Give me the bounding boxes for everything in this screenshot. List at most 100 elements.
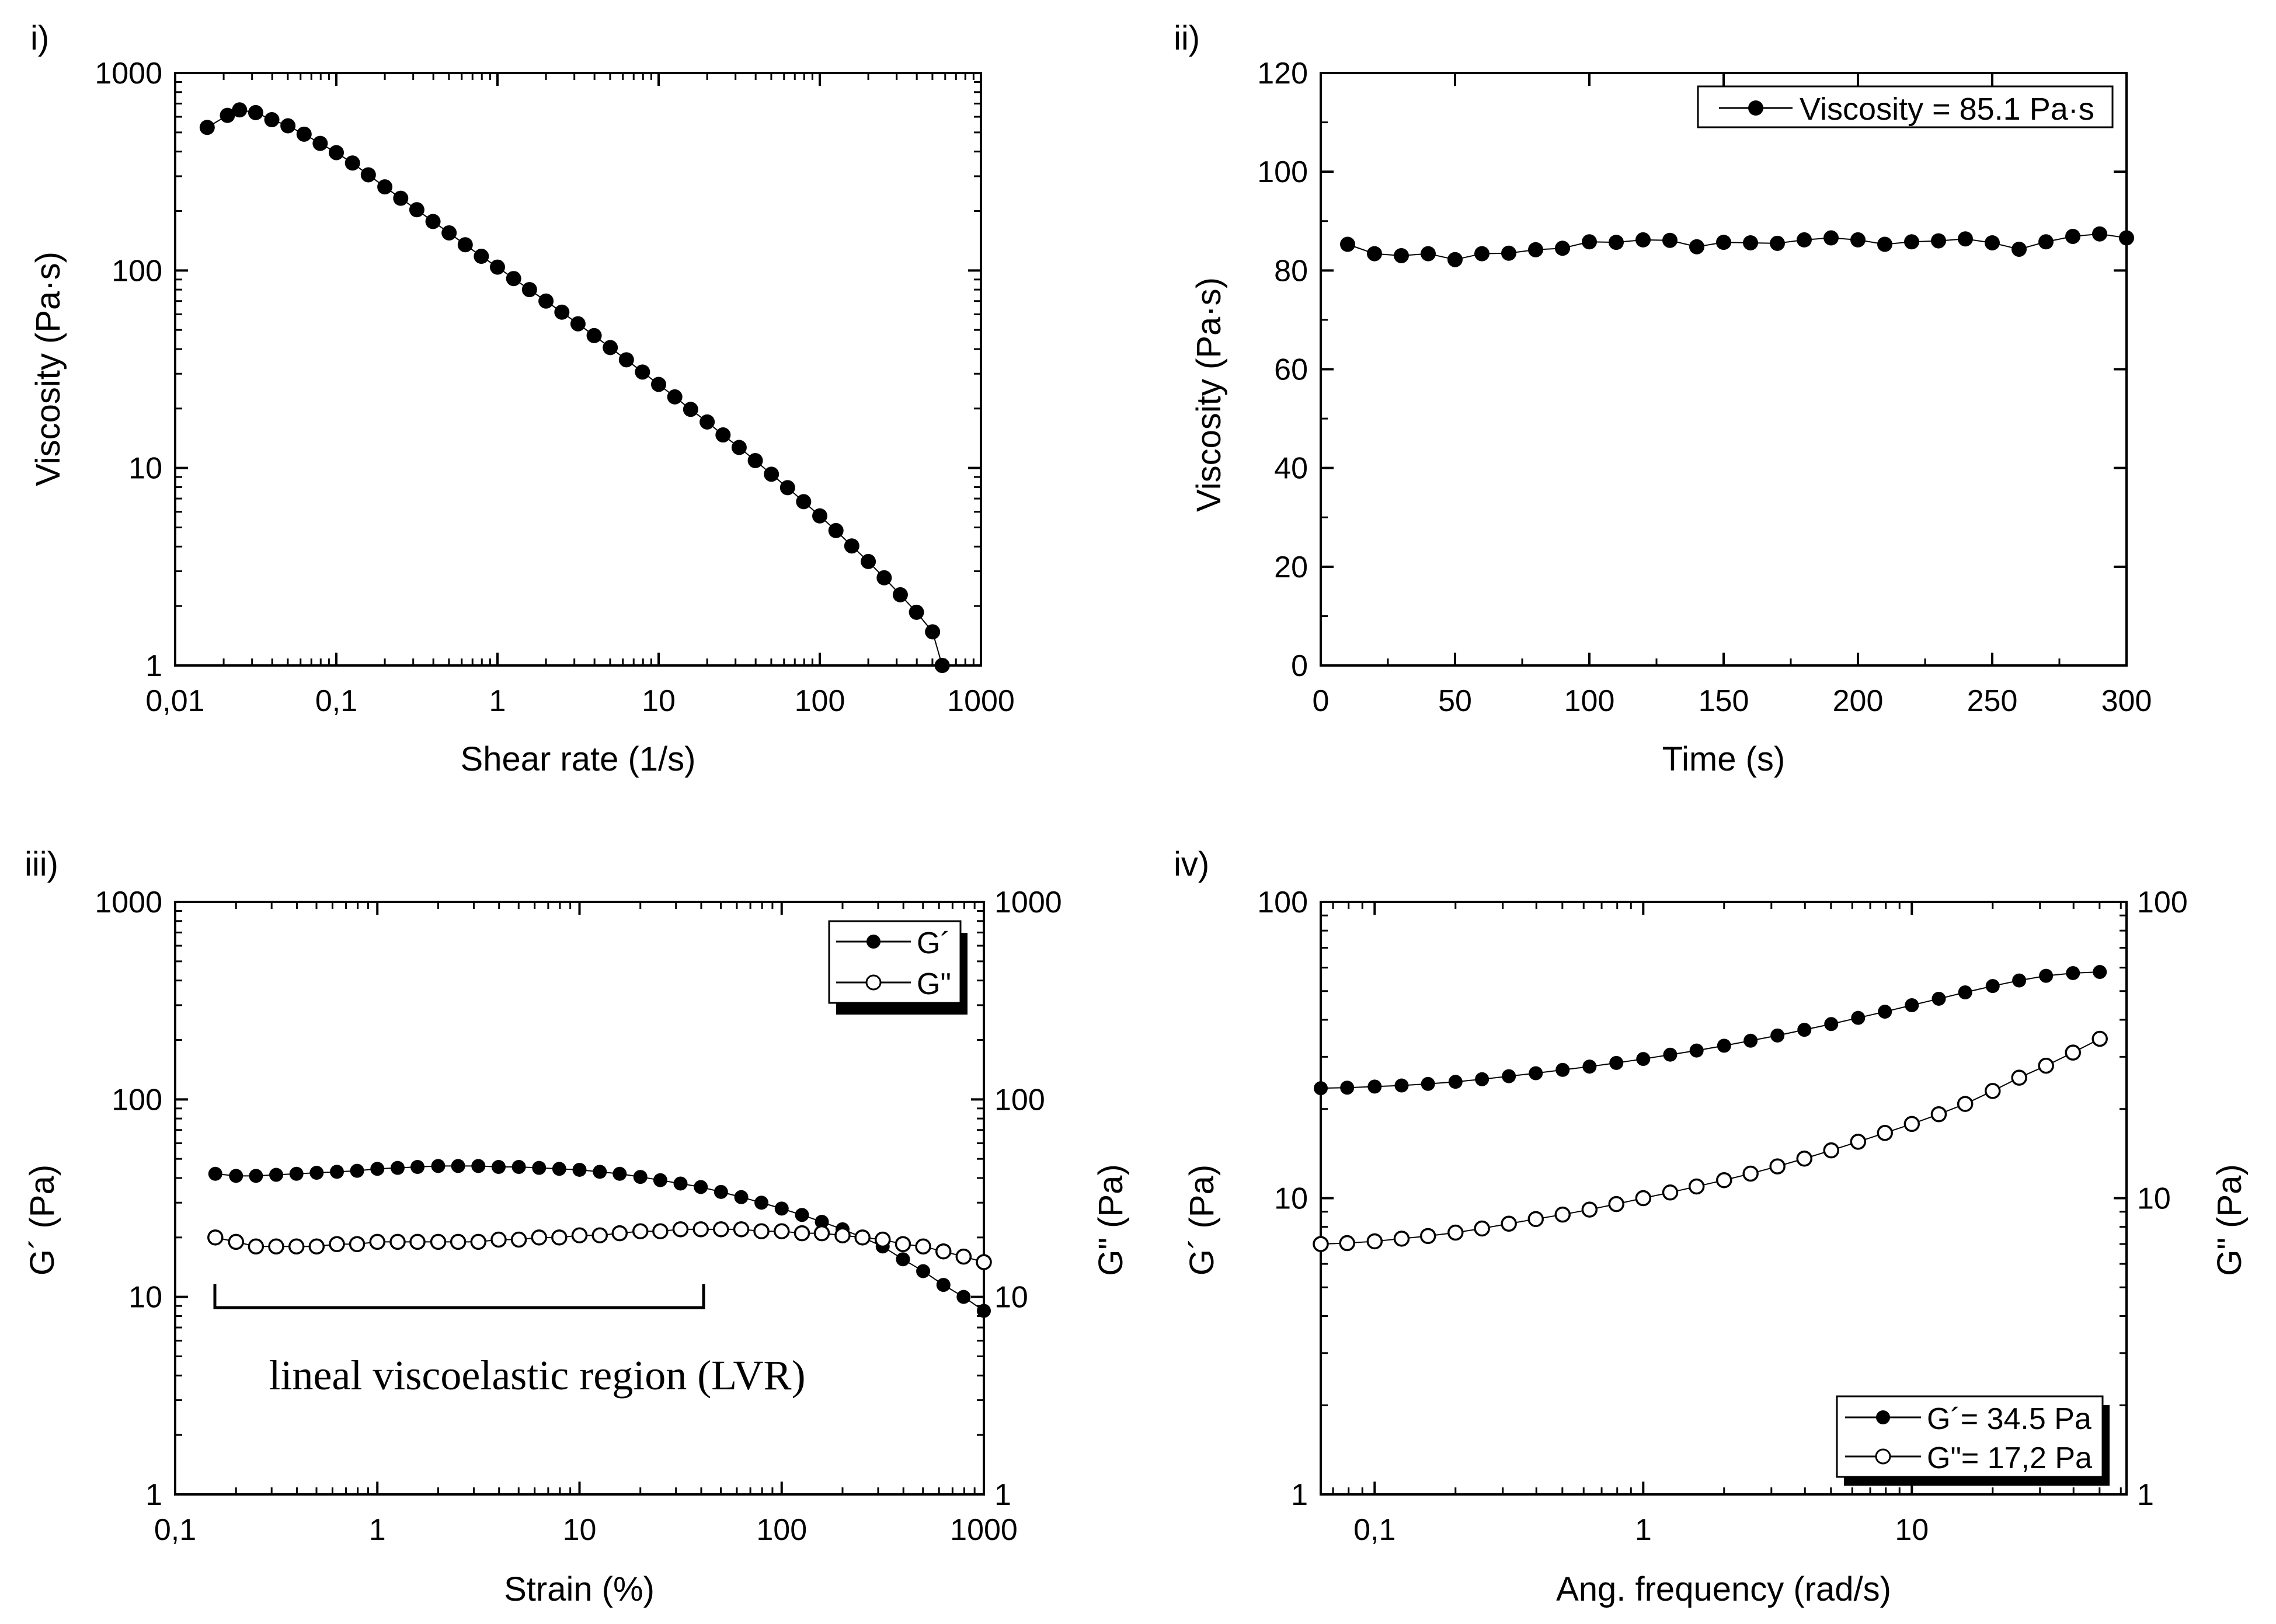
data-point (506, 271, 521, 287)
data-point (915, 1238, 931, 1255)
plot-frame (1320, 72, 2128, 667)
data-point (861, 553, 876, 569)
data-point (1877, 236, 1892, 252)
y-tick-label-right: 10 (2137, 1182, 2171, 1216)
y-tick-label: 100 (1257, 155, 1308, 189)
data-point (652, 1223, 669, 1239)
data-point (1823, 1142, 1839, 1159)
data-point (1689, 1043, 1704, 1058)
data-point (1850, 232, 1866, 248)
data-point (977, 1304, 991, 1318)
data-point (1877, 1125, 1893, 1141)
data-point (2065, 1044, 2081, 1061)
data-point (232, 102, 248, 118)
data-point (635, 364, 650, 380)
data-point (207, 1229, 224, 1246)
data-point (288, 1238, 305, 1255)
data-point (1635, 232, 1651, 248)
data-point (228, 1233, 244, 1250)
data-point (1340, 1081, 1355, 1095)
data-point (586, 327, 602, 343)
data-point (1527, 1211, 1544, 1228)
data-point (1636, 1052, 1651, 1067)
data-point (511, 1160, 526, 1175)
y-tick-label: 80 (1274, 254, 1308, 288)
data-point (892, 587, 908, 602)
data-point (1878, 1005, 1892, 1019)
data-point (1662, 232, 1678, 248)
data-point (393, 190, 409, 206)
legend-marker-open (865, 974, 882, 991)
data-point (1904, 234, 1919, 250)
legend-entry: Viscosity = 85.1 Pa·s (1800, 92, 2094, 127)
data-point (1447, 252, 1463, 267)
x-tick-label: 1000 (950, 1513, 1018, 1547)
x-tick-label: 10 (563, 1513, 597, 1547)
data-point (1419, 1228, 1436, 1245)
data-point (1339, 1235, 1355, 1252)
x-tick-label: 150 (1699, 684, 1749, 718)
y-tick-label: 120 (1257, 57, 1308, 90)
legend: Viscosity = 85.1 Pa·s (1697, 85, 2114, 128)
data-point (531, 1229, 548, 1246)
data-point (1394, 1078, 1409, 1093)
data-point (2065, 228, 2080, 244)
data-point (552, 1162, 566, 1176)
data-point (1742, 1165, 1759, 1182)
legend-marker-open (1875, 1448, 1891, 1465)
data-point (1957, 1096, 1974, 1112)
data-point (764, 466, 779, 482)
data-point (699, 414, 715, 430)
data-point (2066, 966, 2080, 980)
data-point (815, 1215, 829, 1229)
data-point (199, 120, 215, 135)
data-point (360, 167, 376, 183)
y-tick-label: 20 (1274, 550, 1308, 584)
data-point (1770, 235, 1785, 251)
panel-label: iv) (1174, 845, 1209, 883)
data-point (2093, 965, 2107, 980)
data-point (1905, 998, 1919, 1012)
data-point (431, 1159, 446, 1173)
data-point (1366, 1233, 1383, 1250)
series-line (1320, 971, 2100, 1089)
data-point (1367, 1079, 1382, 1094)
data-point (344, 155, 360, 171)
data-point (935, 1243, 952, 1260)
y-tick-label: 1 (145, 1478, 162, 1512)
data-point (296, 126, 312, 142)
data-point (329, 1236, 345, 1253)
data-point (1958, 985, 1972, 999)
y-tick-label: 100 (112, 254, 162, 288)
legend: G´= 34.5 Pa G"= 17,2 Pa (1836, 1395, 2110, 1486)
data-point (673, 1176, 688, 1191)
series-line (207, 109, 943, 666)
y-tick-label-right: 10 (994, 1281, 1028, 1315)
data-point (312, 135, 328, 151)
data-point (551, 1229, 568, 1246)
axis-ticks: 0,1 1 10 1 1 10 10 100 100 (1257, 886, 2188, 1547)
data-point (370, 1162, 385, 1176)
y-tick-label: 100 (112, 1083, 162, 1117)
data-point (925, 624, 941, 640)
y-axis-label: Viscosity (Pa·s) (1190, 277, 1228, 512)
data-point (1797, 1023, 1812, 1037)
data-point (1582, 234, 1597, 250)
data-point (208, 1166, 222, 1181)
series-line (1320, 1038, 2100, 1245)
y-tick-label: 60 (1274, 353, 1308, 387)
series-line (1347, 233, 2127, 260)
data-point (269, 1168, 284, 1182)
legend: G´ G" (828, 920, 968, 1015)
data-point (774, 1223, 790, 1239)
data-point (1314, 1081, 1328, 1096)
data-point (1824, 1017, 1839, 1031)
data-point (591, 1227, 608, 1243)
data-point (2012, 973, 2027, 988)
x-tick-label: 10 (642, 684, 676, 718)
y-tick-label-right: 1 (994, 1478, 1011, 1512)
data-point (1528, 242, 1543, 257)
data-point (389, 1233, 406, 1250)
y-tick-label: 100 (1257, 886, 1308, 919)
data-point (1394, 248, 1409, 263)
